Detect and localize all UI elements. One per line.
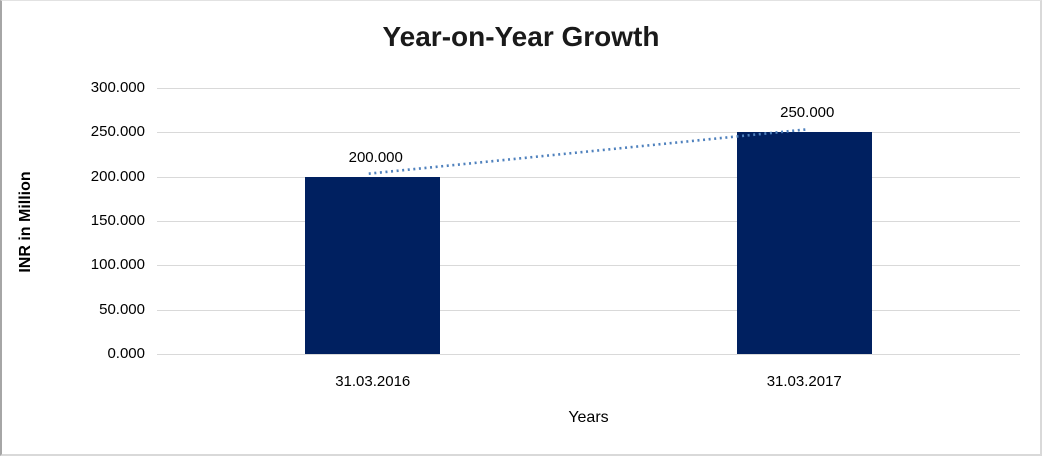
chart-title: Year-on-Year Growth [382,21,660,52]
y-tick-label: 200.000 [90,167,145,185]
data-label: 200.000 [348,148,403,166]
gridline [157,176,1020,178]
gridline [157,132,1020,134]
data-label: 250.000 [780,104,835,122]
y-tick-label: 250.000 [90,123,145,141]
bar-31.03.2017 [736,132,872,354]
y-axis-title: INR in Million [17,171,34,273]
gridline [157,265,1020,267]
x-tick-label: 31.03.2016 [335,373,411,390]
y-tick-label: 100.000 [90,256,145,274]
x-axis-title: Years [568,409,609,426]
gridline [157,354,1020,355]
y-tick-label: 150.000 [90,212,145,229]
x-tick-label: 31.03.2017 [766,373,842,390]
bar-31.03.2016 [305,176,441,354]
gridline [157,309,1020,311]
y-tick-label: 300.000 [90,79,145,96]
gridline [157,221,1020,222]
y-tick-label: 50.000 [99,300,145,318]
y-tick-label: 0.000 [107,345,145,362]
gridline [157,88,1020,89]
